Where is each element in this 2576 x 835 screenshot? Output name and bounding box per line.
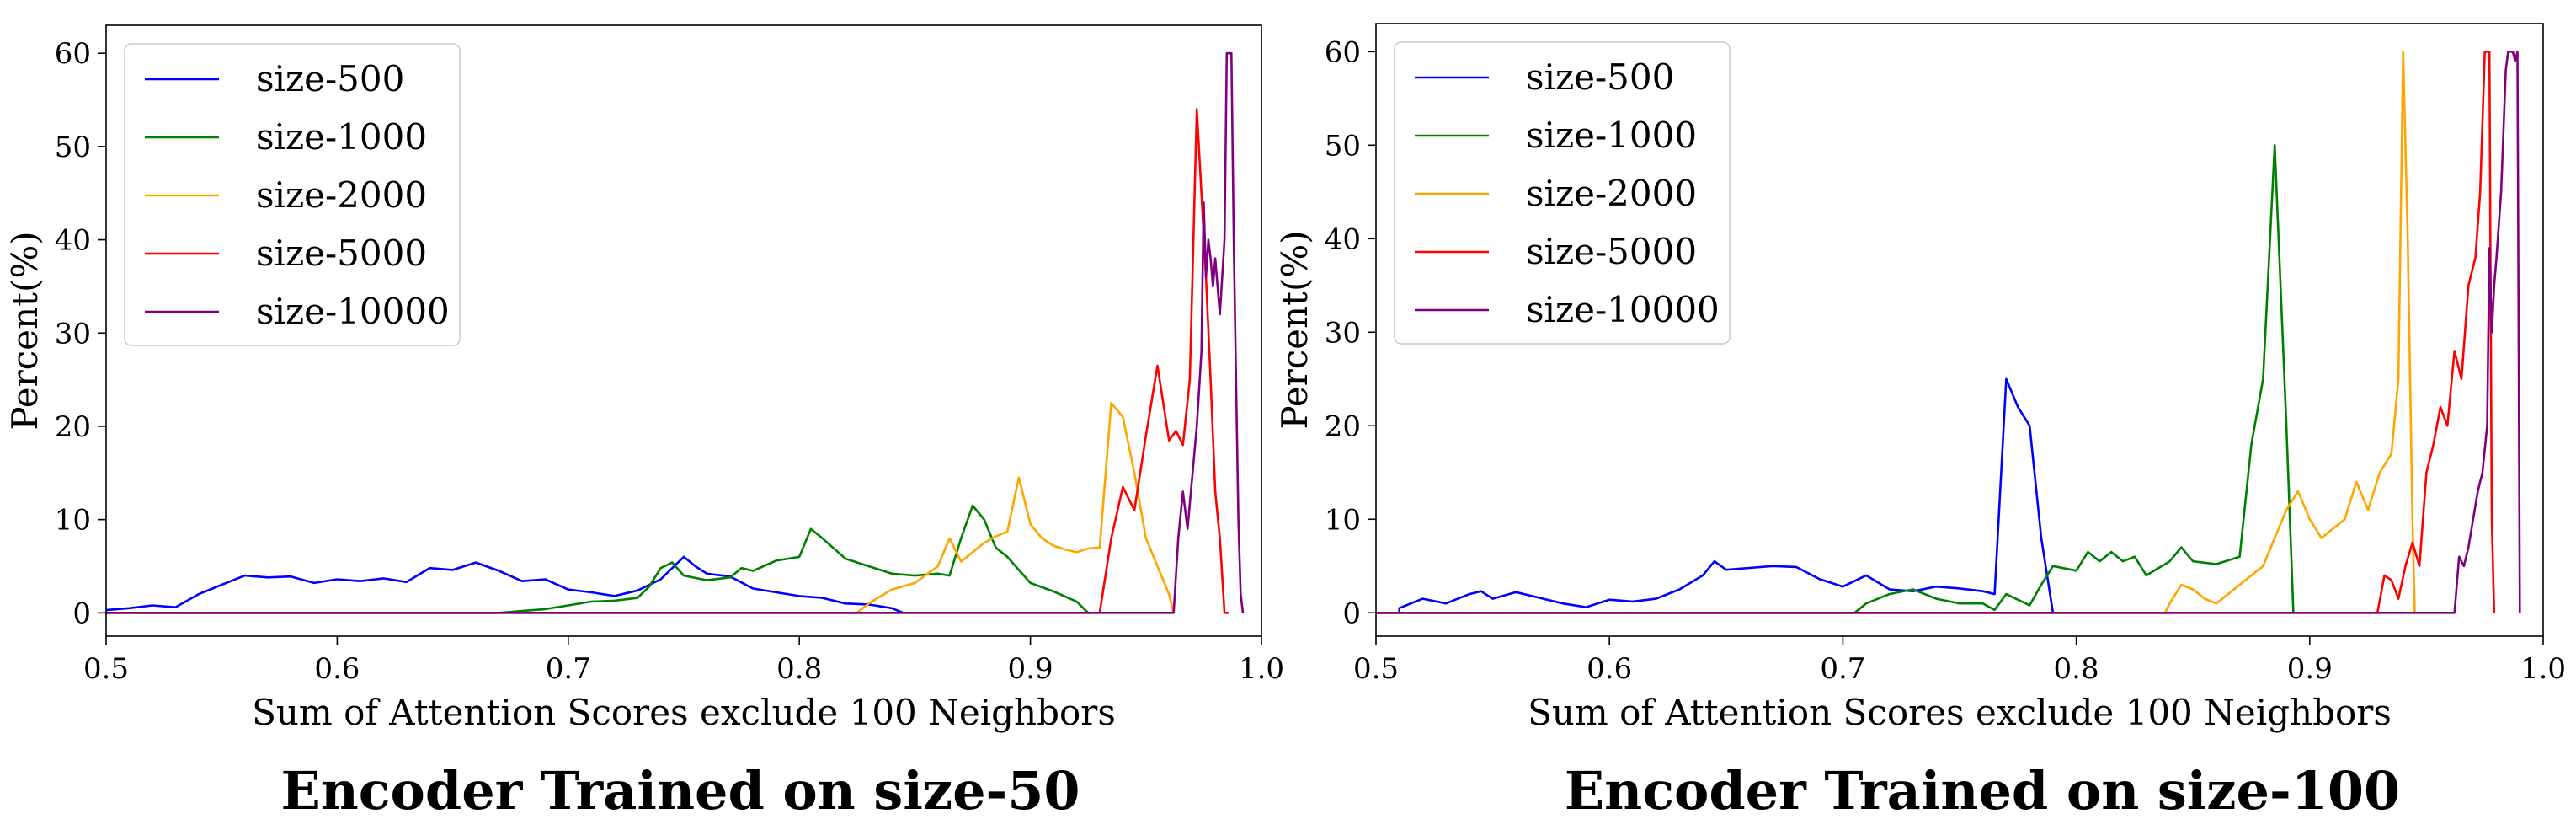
legend: size-500 size-1000 size-2000 size-5000 size-… <box>124 43 461 346</box>
x-tick-label: 0.6 <box>314 652 360 686</box>
y-tick-label: 20 <box>55 410 91 444</box>
legend-label-size-5000: size-5000 <box>1526 231 1697 272</box>
y-tick-label: 30 <box>1325 316 1361 350</box>
x-tick-label: 0.5 <box>1353 652 1399 686</box>
y-tick-label: 10 <box>1325 503 1361 537</box>
legend-label-size-10000: size-10000 <box>256 291 450 332</box>
series-line-size-1000 <box>106 504 1090 614</box>
axes-frame <box>1375 23 2544 637</box>
legend-label-size-500: size-500 <box>256 58 404 99</box>
legend-label-size-1000: size-1000 <box>256 116 427 158</box>
y-tick-label: 30 <box>55 317 91 351</box>
y-tick-label: 40 <box>1325 222 1361 256</box>
series-line-size-10000 <box>106 51 1245 614</box>
y-tick-label: 0 <box>1342 597 1361 630</box>
legend-label-size-5000: size-5000 <box>256 233 427 274</box>
legend-box <box>124 43 461 346</box>
legend-label-size-2000: size-2000 <box>1526 173 1697 214</box>
series-line-size-2000 <box>1376 51 2416 614</box>
legend-label-size-10000: size-10000 <box>1526 289 1720 330</box>
x-tick-label: 0.8 <box>2054 652 2099 686</box>
x-axis-label: Sum of Attention Scores exclude 100 Neig… <box>1528 692 2392 733</box>
y-tick-label: 20 <box>1325 409 1361 443</box>
y-tick-label: 50 <box>1325 129 1361 163</box>
series-line-size-500 <box>106 555 904 614</box>
series-line-size-5000 <box>1376 51 2496 614</box>
axes-frame <box>105 24 1262 637</box>
y-tick-label: 50 <box>55 131 91 164</box>
series-line-size-1000 <box>1376 144 2295 614</box>
series-lines <box>1376 51 2521 614</box>
x-tick-label: 0.9 <box>1008 652 1053 686</box>
x-tick-label: 0.8 <box>776 652 822 686</box>
y-tick-label: 40 <box>55 224 91 258</box>
x-tick-label: 0.9 <box>2287 652 2333 686</box>
y-axis-label: Percent(%) <box>4 231 45 430</box>
chart-caption: Encoder Trained on size-100 <box>1565 760 2400 822</box>
series-line-size-5000 <box>106 108 1229 614</box>
x-tick-label: 1.0 <box>2520 652 2566 686</box>
chart-panel-size-50: 0.5 0.6 0.7 0.8 0.9 1.0 0 10 20 30 40 50 60 Sum of At… <box>4 24 1284 822</box>
y-tick-label: 0 <box>72 597 91 630</box>
series-line-size-2000 <box>106 402 1175 614</box>
legend-label-size-1000: size-1000 <box>1526 115 1697 156</box>
legend-label-size-2000: size-2000 <box>256 174 427 216</box>
legend: size-500 size-1000 size-2000 size-5000 size-… <box>1394 41 1731 345</box>
x-tick-label: 1.0 <box>1239 652 1284 686</box>
chart-caption: Encoder Trained on size-50 <box>280 760 1080 822</box>
x-tick-label: 0.6 <box>1587 652 1632 686</box>
series-line-size-500 <box>1376 377 2055 614</box>
chart-panel-size-100: 0.5 0.6 0.7 0.8 0.9 1.0 0 10 20 30 40 50 60 Sum of At… <box>1274 23 2566 822</box>
y-tick-label: 60 <box>1325 35 1361 69</box>
x-tick-label: 0.7 <box>546 652 591 686</box>
legend-label-size-500: size-500 <box>1526 56 1674 98</box>
legend-box <box>1394 41 1731 345</box>
y-tick-label: 10 <box>55 504 91 538</box>
series-lines <box>106 51 1245 614</box>
series-line-size-10000 <box>1376 51 2521 614</box>
x-axis-label: Sum of Attention Scores exclude 100 Neig… <box>252 692 1116 733</box>
y-tick-label: 60 <box>55 37 91 71</box>
x-tick-label: 0.5 <box>83 652 129 686</box>
x-tick-label: 0.7 <box>1820 652 1865 686</box>
y-axis-label: Percent(%) <box>1274 230 1315 429</box>
